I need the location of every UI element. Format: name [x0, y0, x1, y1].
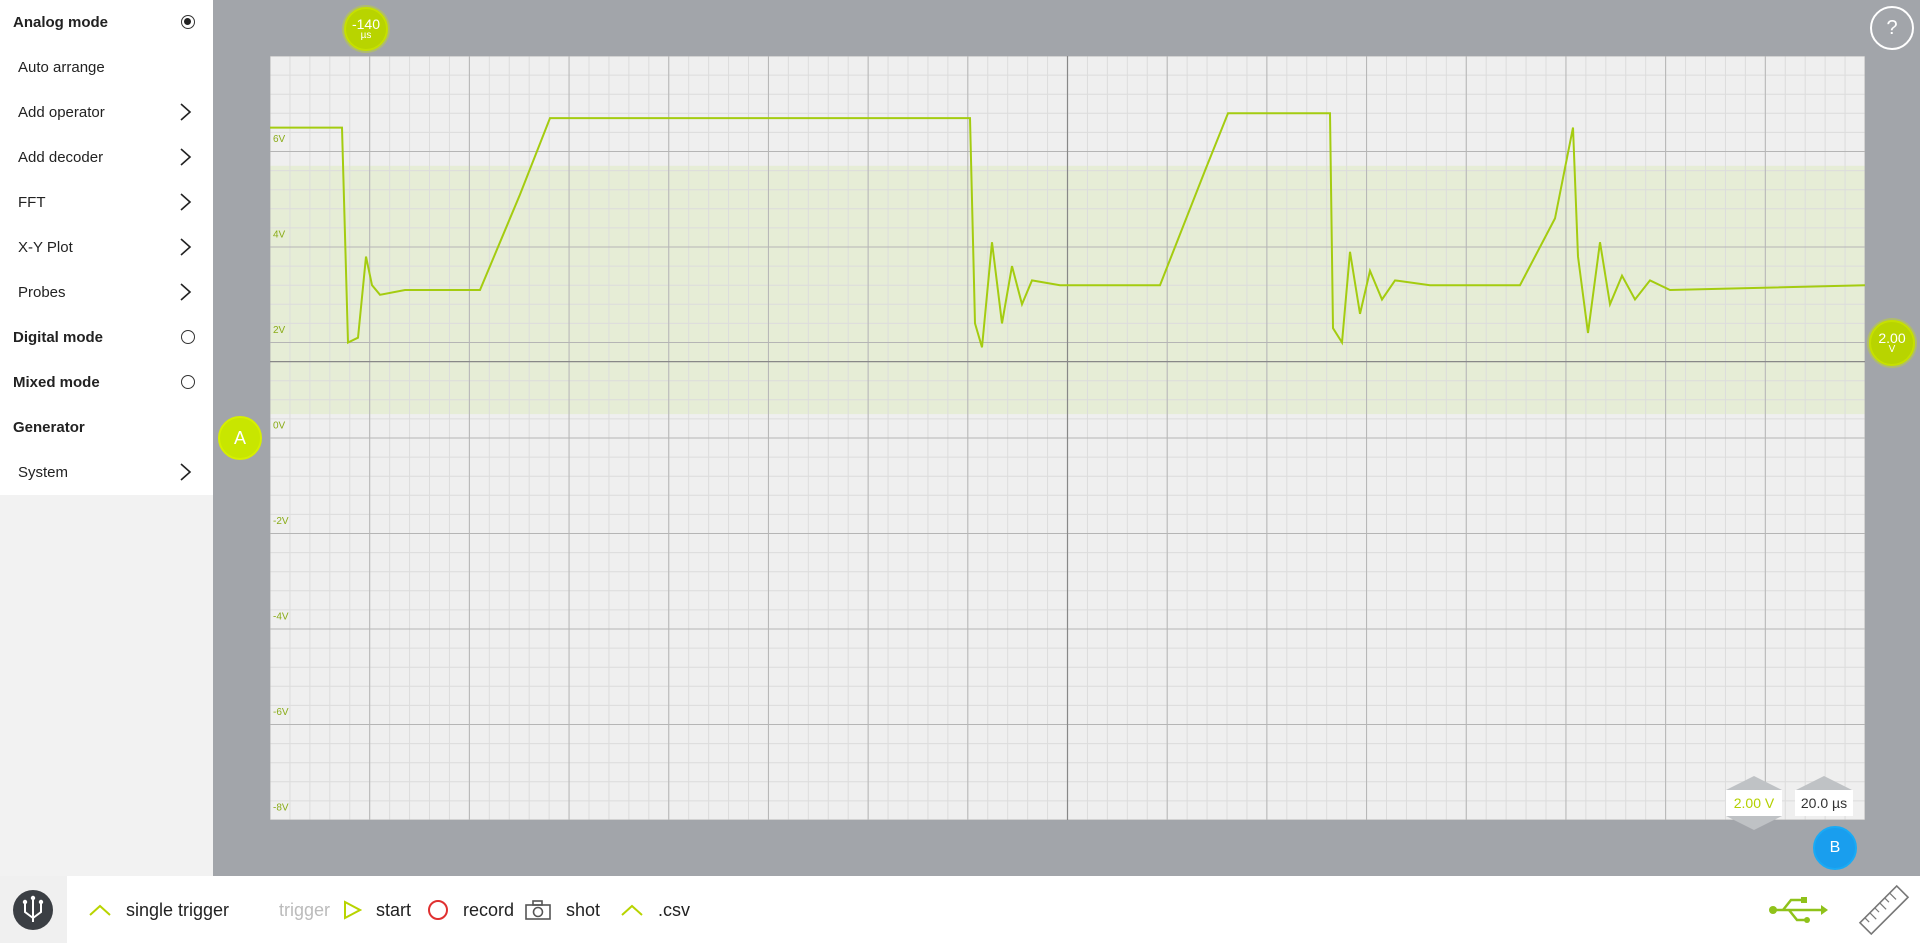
channel-b-label: B — [1829, 839, 1841, 856]
menu-label: Probes — [18, 284, 66, 301]
bottom-toolbar: single trigger trigger start record shot… — [0, 876, 1920, 943]
record-button[interactable]: record — [427, 896, 514, 924]
menu-system[interactable]: System — [0, 450, 213, 495]
shot-button[interactable]: shot — [524, 896, 600, 924]
sidebar-menu: Analog mode Auto arrange Add operator Ad… — [0, 0, 213, 495]
menu-label: Analog mode — [13, 14, 109, 31]
menu-fft[interactable]: FFT — [0, 180, 213, 225]
volt-scale-up-arrow[interactable] — [1726, 776, 1782, 790]
menu-generator[interactable]: Generator — [0, 405, 213, 450]
time-scale-value: 20.0 µs — [1800, 795, 1848, 811]
menu-probes[interactable]: Probes — [0, 270, 213, 315]
play-icon — [344, 900, 362, 920]
y-tick-label: 4V — [273, 229, 286, 240]
channel-a-label: A — [233, 427, 246, 448]
time-marker-unit: µs — [360, 30, 372, 41]
volt-scale-display[interactable]: 2.00 V — [1726, 790, 1782, 816]
chevron-right-icon — [180, 193, 192, 211]
help-label: ? — [1886, 16, 1898, 39]
radio-selected-icon[interactable] — [181, 15, 195, 29]
ruler-icon[interactable] — [1856, 882, 1912, 938]
volt-scale-value: 2.00 V — [1733, 795, 1775, 811]
menu-auto-arrange[interactable]: Auto arrange — [0, 45, 213, 90]
chevron-right-icon — [180, 148, 192, 166]
menu-label: System — [18, 464, 69, 481]
menu-label: Mixed mode — [13, 374, 100, 391]
time-scale-display[interactable]: 20.0 µs — [1795, 790, 1853, 816]
start-label: start — [376, 899, 412, 920]
y-tick-label: 0V — [273, 420, 286, 431]
menu-label: FFT — [18, 194, 46, 211]
channel-a-marker[interactable]: A — [218, 416, 262, 460]
plot-canvas[interactable]: 6V 4V 2V 0V -2V -4V -6V -8V — [270, 56, 1865, 820]
trigger-label: trigger — [279, 899, 331, 920]
waveform-trace-a — [270, 112, 1865, 348]
chevron-right-icon — [180, 463, 192, 481]
y-tick-label: -4V — [273, 611, 289, 622]
record-label: record — [463, 899, 515, 920]
sidebar-empty-area — [0, 495, 213, 876]
menu-add-operator[interactable]: Add operator — [0, 90, 213, 135]
menu-label: Digital mode — [13, 329, 104, 346]
radio-unselected-icon[interactable] — [181, 330, 195, 344]
menu-label: X-Y Plot — [18, 239, 73, 256]
y-tick-label: -8V — [273, 802, 289, 813]
trigger-edge-icon — [89, 904, 111, 916]
y-tick-label: -2V — [273, 516, 289, 527]
menu-label: Auto arrange — [18, 59, 105, 76]
menu-label: Add operator — [18, 104, 105, 121]
csv-label: .csv — [658, 899, 691, 920]
y-tick-label: -6V — [273, 707, 289, 718]
channel-b-button[interactable]: B — [1813, 826, 1857, 870]
chevron-right-icon — [180, 283, 192, 301]
oscilloscope-plot[interactable]: 6V 4V 2V 0V -2V -4V -6V -8V — [270, 56, 1865, 820]
menu-label: Add decoder — [18, 149, 104, 166]
menu-xy-plot[interactable]: X-Y Plot — [0, 225, 213, 270]
shot-label: shot — [566, 899, 601, 920]
camera-icon — [525, 900, 551, 920]
chevron-right-icon — [180, 103, 192, 121]
start-button[interactable]: start — [342, 896, 411, 924]
radio-unselected-icon[interactable] — [181, 375, 195, 389]
trigger-button[interactable]: trigger — [279, 896, 330, 924]
menu-analog-mode[interactable]: Analog mode — [0, 0, 213, 45]
single-trigger-button[interactable]: single trigger — [88, 896, 229, 924]
usb-icon[interactable] — [1767, 895, 1829, 925]
record-icon — [428, 900, 448, 920]
menu-add-decoder[interactable]: Add decoder — [0, 135, 213, 180]
trigger-edge-icon — [621, 904, 643, 916]
csv-export-button[interactable]: .csv — [620, 896, 690, 924]
volt-marker-unit: V — [1888, 344, 1896, 355]
time-scale-up-arrow[interactable] — [1796, 776, 1852, 790]
app-logo-icon — [13, 890, 53, 930]
menu-label: Generator — [13, 419, 85, 436]
volt-scale-down-arrow[interactable] — [1726, 816, 1782, 830]
menu-digital-mode[interactable]: Digital mode — [0, 315, 213, 360]
logo-area[interactable] — [0, 876, 67, 943]
chevron-right-icon — [180, 238, 192, 256]
help-button[interactable]: ? — [1870, 6, 1914, 50]
volt-marker-value: 2.00 — [1878, 330, 1906, 346]
y-tick-label: 2V — [273, 325, 286, 336]
time-marker-value: -140 — [351, 16, 381, 32]
menu-mixed-mode[interactable]: Mixed mode — [0, 360, 213, 405]
time-offset-marker[interactable]: -140 µs — [344, 7, 388, 51]
y-tick-label: 6V — [273, 134, 286, 145]
single-trigger-label: single trigger — [126, 899, 230, 920]
voltage-offset-marker[interactable]: 2.00 V — [1869, 320, 1915, 366]
